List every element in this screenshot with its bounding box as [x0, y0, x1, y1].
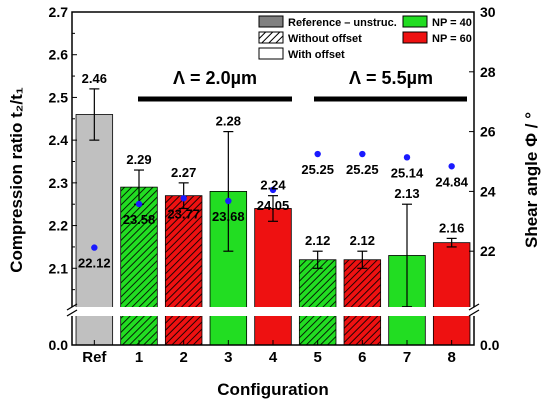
- bar-Ref: [75, 114, 114, 346]
- legend-swatch-np60: [402, 31, 428, 44]
- bar-value-label-7: 2.13: [394, 186, 419, 201]
- y-axis-title: Compression ratio t₂/t₁: [7, 87, 26, 273]
- y2-tick-label-22: 22: [480, 243, 496, 259]
- x-tick-label-8: 8: [447, 349, 455, 366]
- shear-point-Ref: [91, 244, 98, 251]
- x-tick-label-1: 1: [135, 349, 143, 366]
- y2-tick-label-26: 26: [480, 124, 496, 140]
- y-tick-label-2.2: 2.2: [49, 218, 69, 234]
- legend-label-with-offset: With offset: [288, 49, 345, 61]
- annotation-lambda-5: Λ = 5.5µm: [314, 68, 467, 102]
- y2-axis-title: Shear angle Φ / °: [522, 112, 541, 248]
- bar-value-label-1: 2.29: [126, 152, 151, 167]
- x-tick-label-5: 5: [313, 349, 321, 366]
- legend-swatch-without-offset: [258, 31, 284, 44]
- x-tick-label-7: 7: [403, 349, 411, 366]
- shear-value-label-Ref: 22.12: [78, 256, 111, 271]
- legend-swatch-with-offset: [258, 47, 284, 60]
- shear-point-2: [180, 195, 187, 202]
- shear-points-layer: [91, 150, 455, 251]
- bar-value-label-4: 2.24: [260, 178, 286, 193]
- bar-value-label-6: 2.12: [350, 233, 375, 248]
- shear-value-label-1: 23.58: [123, 212, 156, 227]
- bar-value-label-5: 2.12: [305, 233, 330, 248]
- y-tick-label-2.1: 2.1: [49, 260, 69, 276]
- bar-value-label-Ref: 2.46: [82, 71, 107, 86]
- shear-point-3: [225, 197, 232, 205]
- y2-tick-label-28: 28: [480, 64, 496, 80]
- legend-label-np40: NP = 40: [432, 17, 472, 29]
- ticks-layer: Ref 1 2 3 4 5 6 7 8 0.0 2.1 2.2 2.3 2.4 2.5 2.6 2.7 0.0 22…: [49, 4, 500, 366]
- shear-value-label-7: 25.14: [391, 165, 424, 180]
- y2-tick-label-24: 24: [480, 183, 496, 199]
- y-tick-label-2.7: 2.7: [49, 4, 69, 20]
- legend-label-np60: NP = 60: [432, 33, 472, 45]
- bar-value-label-3: 2.28: [216, 114, 241, 129]
- bar-hatch-6: [344, 259, 381, 345]
- shear-value-label-6: 25.25: [346, 162, 379, 177]
- shear-point-7: [403, 154, 411, 161]
- x-tick-label-6: 6: [358, 349, 366, 366]
- value-labels-layer: 2.46 22.12 2.29 23.58 2.27 23.77 2.28 23.68 2.24…: [78, 71, 469, 271]
- y-tick-label-2.5: 2.5: [49, 89, 69, 105]
- error-bars-layer: [89, 88, 457, 308]
- shear-value-label-8: 24.84: [435, 174, 468, 189]
- annotation-text-lambda-5: Λ = 5.5µm: [349, 68, 433, 88]
- legend-label-reference: Reference – unstruc.: [288, 17, 397, 29]
- y2-tick-label-30: 30: [480, 4, 496, 20]
- axis-break: [66, 303, 480, 317]
- shear-point-5: [314, 150, 321, 158]
- shear-value-label-2: 23.77: [167, 206, 200, 221]
- bar-hatch-1: [120, 187, 158, 345]
- shear-point-4: [269, 186, 277, 194]
- shear-value-label-5: 25.25: [301, 162, 334, 177]
- shear-point-1: [135, 200, 143, 208]
- shear-point-6: [359, 150, 366, 158]
- y-tick-label-0.0: 0.0: [49, 337, 69, 353]
- shear-point-8: [448, 163, 455, 170]
- bar-4: [254, 208, 292, 346]
- bar-value-label-2: 2.27: [171, 165, 196, 180]
- y-tick-label-2.6: 2.6: [49, 47, 69, 63]
- bar-hatch-5: [299, 259, 336, 345]
- x-tick-label-4: 4: [269, 349, 278, 366]
- legend-label-without-offset: Without offset: [288, 33, 362, 45]
- bar-8: [432, 242, 471, 346]
- y-tick-label-2.3: 2.3: [49, 175, 69, 191]
- legend: Reference – unstruc. Without offset With…: [258, 15, 472, 61]
- x-axis-title: Configuration: [217, 380, 328, 399]
- y2-tick-label-0.0: 0.0: [480, 337, 500, 353]
- annotation-lambda-2: Λ = 2.0µm: [138, 68, 292, 102]
- bar-hatch-2: [165, 195, 202, 345]
- shear-value-label-4: 24.05: [257, 198, 290, 213]
- shear-value-label-3: 23.68: [212, 209, 245, 224]
- y-tick-label-2.4: 2.4: [49, 132, 69, 148]
- x-tick-label-Ref: Ref: [82, 349, 107, 366]
- bar-value-label-8: 2.16: [439, 220, 464, 235]
- x-tick-label-3: 3: [224, 349, 232, 366]
- annotation-text-lambda-2: Λ = 2.0µm: [173, 68, 257, 88]
- legend-swatch-reference: [258, 15, 284, 28]
- legend-swatch-np40: [402, 15, 428, 28]
- x-tick-label-2: 2: [179, 349, 187, 366]
